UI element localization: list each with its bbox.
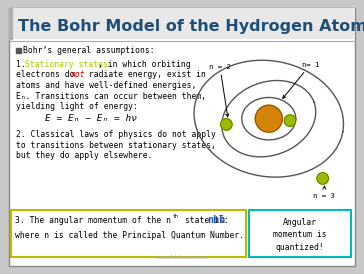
Text: n= 1: n= 1 [283,62,319,98]
Text: 1.: 1. [16,60,31,69]
Text: E = Eₙ − Eₙ = hν: E = Eₙ − Eₙ = hν [45,114,137,123]
Text: www.slidebazaar.com: www.slidebazaar.com [156,255,208,260]
Text: yielding light of energy:: yielding light of energy: [16,102,138,111]
Text: not: not [70,70,85,79]
Text: where n is called the Principal Quantum Number.: where n is called the Principal Quantum … [15,230,244,239]
Text: Stationary states: Stationary states [25,60,108,69]
Text: Bohr’s general assumptions:: Bohr’s general assumptions: [23,46,155,55]
FancyBboxPatch shape [249,210,351,256]
Text: 2. Classical laws of physics do not apply: 2. Classical laws of physics do not appl… [16,130,216,139]
FancyBboxPatch shape [9,8,355,39]
Text: n = 2: n = 2 [209,64,231,117]
Text: Eₙ. Transitions can occur between them,: Eₙ. Transitions can occur between them, [16,92,206,101]
Text: th: th [173,214,178,219]
FancyBboxPatch shape [11,210,246,256]
Text: , in which orbiting: , in which orbiting [98,60,191,69]
Bar [16,48,21,53]
Circle shape [221,119,232,130]
FancyBboxPatch shape [9,8,355,266]
Circle shape [317,173,329,184]
Circle shape [284,115,296,126]
Circle shape [255,105,282,132]
Text: to transitions between stationary states,: to transitions between stationary states… [16,141,216,150]
Text: atoms and have well-defined energies,: atoms and have well-defined energies, [16,81,197,90]
Text: 3. The angular momentum of the n: 3. The angular momentum of the n [15,216,171,225]
Text: but they do apply elsewhere.: but they do apply elsewhere. [16,152,153,161]
Text: electrons do: electrons do [16,70,80,79]
Text: state is:: state is: [180,216,229,225]
Text: The Bohr Model of the Hydrogen Atom: The Bohr Model of the Hydrogen Atom [18,19,364,34]
Text: radiate energy, exist in: radiate energy, exist in [84,70,206,79]
Bar [9,8,12,39]
Text: n = 3: n = 3 [313,186,335,199]
Text: nhħ: nhħ [207,215,225,225]
Text: Angular
momentum is
quantized!: Angular momentum is quantized! [273,218,327,252]
